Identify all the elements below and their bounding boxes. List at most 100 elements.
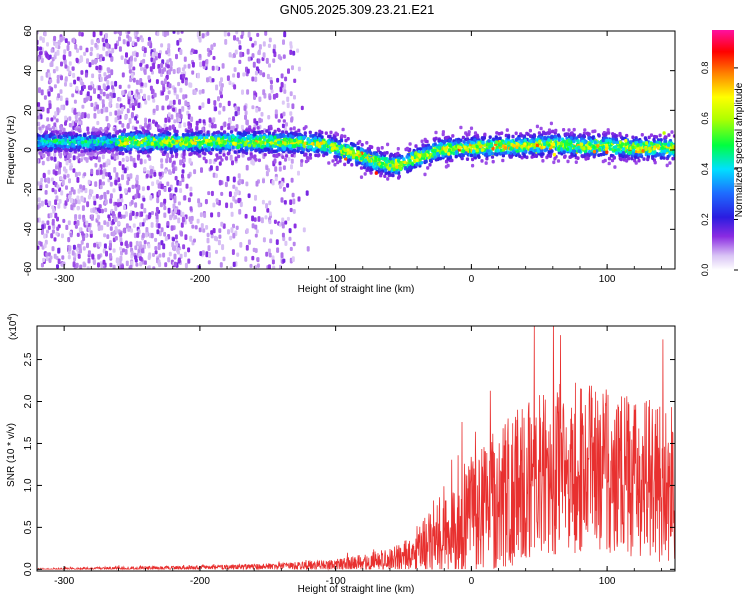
spectrogram-point <box>143 260 147 265</box>
spectrogram-point <box>227 123 231 127</box>
spectrogram-point <box>293 223 297 229</box>
spectrogram-point <box>82 84 86 90</box>
spectrogram-point <box>47 177 51 184</box>
spectrogram-point <box>664 142 668 146</box>
spectrogram-point <box>175 53 178 60</box>
spectrogram-point <box>91 254 95 260</box>
spectrogram-point <box>80 153 84 157</box>
spectrogram-point <box>64 115 68 121</box>
spectrogram-point <box>344 138 348 143</box>
spectrogram-point <box>179 74 183 80</box>
spectrogram-point <box>134 255 138 260</box>
spectrogram-point <box>57 93 61 99</box>
spectrogram-point <box>212 56 216 61</box>
spectrogram-point <box>166 221 170 226</box>
spectrogram-point <box>151 211 154 216</box>
spectrogram-point <box>115 130 119 135</box>
spectrogram-point <box>535 124 539 129</box>
spectrogram-point <box>654 135 659 139</box>
spectrogram-point <box>249 37 253 42</box>
spectrogram-point <box>550 149 554 153</box>
spectrogram-point <box>388 157 392 161</box>
spectrogram-point <box>167 234 171 240</box>
spectrogram-point <box>152 58 156 65</box>
spectrogram-point <box>202 228 206 233</box>
spectrogram-point <box>193 141 197 145</box>
spectrogram-point <box>461 153 465 158</box>
spectrogram-point <box>72 168 76 173</box>
spectrogram-point <box>202 119 206 124</box>
spectrogram-point <box>61 179 65 186</box>
spectrogram-point <box>139 244 143 249</box>
spectrogram-point <box>89 151 93 156</box>
spectrogram-point <box>275 93 279 98</box>
spectrogram-point <box>552 160 556 165</box>
spectrogram-point <box>507 135 511 139</box>
spectrogram-point <box>157 183 161 189</box>
spectrogram-point <box>68 123 72 128</box>
spectrogram-point <box>121 157 125 162</box>
spectrogram-point <box>112 188 116 193</box>
spectrogram-point <box>136 232 140 238</box>
spectrogram-point <box>283 83 287 90</box>
spectrogram-point <box>142 58 146 64</box>
spectrogram-point <box>157 189 161 196</box>
spectrogram-point <box>642 157 646 161</box>
spectrogram-point <box>130 199 134 205</box>
spectrogram-point <box>54 189 58 195</box>
spectrogram-point <box>232 232 236 239</box>
spectrogram-point <box>268 252 272 258</box>
spectrogram-point <box>293 78 297 84</box>
spectrogram-point <box>207 98 211 105</box>
spectrogram-point <box>191 61 195 68</box>
spectrogram-point <box>189 192 193 197</box>
spectrogram-point <box>164 136 168 140</box>
spectrogram-point <box>197 72 200 79</box>
spectrogram-point <box>82 235 86 242</box>
spectrogram-point <box>222 256 226 262</box>
spectrogram-point <box>662 156 666 160</box>
spectrogram-point <box>134 116 138 121</box>
spectrogram-point <box>253 217 257 222</box>
spectrogram-point <box>383 157 387 161</box>
spectrogram-point <box>70 197 73 204</box>
spectrogram-point <box>80 32 84 37</box>
spectrogram-point <box>174 207 177 214</box>
spectrogram-point <box>169 193 173 199</box>
spectrogram-point <box>277 119 281 123</box>
spectrogram-point <box>265 165 269 171</box>
spectrogram-point <box>99 76 103 82</box>
spectrogram-point <box>85 220 89 226</box>
spectrogram-point <box>80 150 84 154</box>
spectrogram-point <box>160 136 164 141</box>
spectrogram-point <box>196 31 200 38</box>
spectrogram-point <box>103 194 107 200</box>
spectrogram-point <box>488 135 492 139</box>
spectrogram-point <box>208 117 212 123</box>
spectrogram-point <box>105 115 109 122</box>
spectrogram-point <box>156 31 160 37</box>
spectrogram-point <box>485 152 489 157</box>
spectrogram-point <box>282 165 286 171</box>
spectrogram-point <box>87 179 91 185</box>
spectrogram-point <box>672 134 675 138</box>
spectrogram-point <box>73 99 77 104</box>
spectrogram-point <box>391 157 396 161</box>
spectrogram-point <box>217 96 220 102</box>
spectrogram-point <box>201 89 205 94</box>
spectrogram-point <box>97 225 101 232</box>
spectrogram-point <box>286 147 290 152</box>
spectrogram-point <box>75 57 79 62</box>
spectrogram-point <box>53 35 57 42</box>
spectrogram-point <box>109 111 113 117</box>
spectrogram-point <box>45 256 49 262</box>
spectrogram-point <box>189 220 193 225</box>
spectrogram-point <box>131 112 134 118</box>
spectrogram-point <box>92 207 96 213</box>
spectrogram-point <box>206 31 210 36</box>
spectrogram-point <box>134 42 138 47</box>
spectrogram-point <box>265 251 269 257</box>
spectrogram-point <box>83 263 87 268</box>
spectrogram-point <box>135 52 139 58</box>
spectrogram-point <box>651 156 655 160</box>
